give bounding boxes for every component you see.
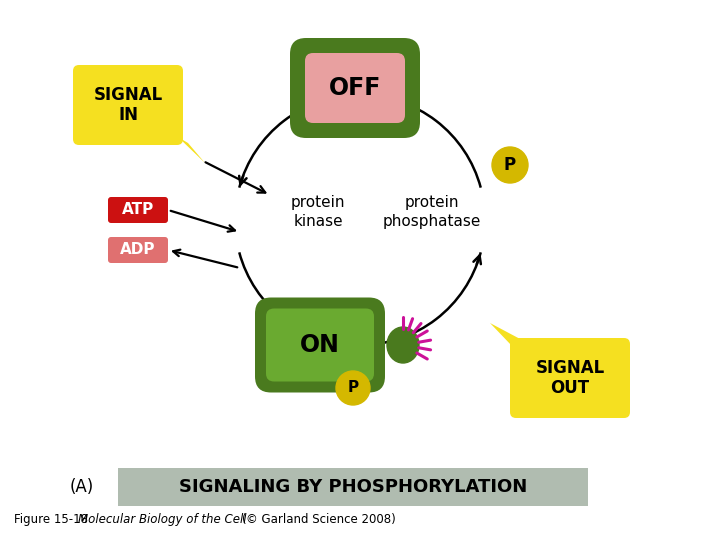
Circle shape — [492, 147, 528, 183]
FancyBboxPatch shape — [305, 53, 405, 123]
Ellipse shape — [387, 327, 419, 363]
FancyBboxPatch shape — [266, 308, 374, 381]
Text: protein
phosphatase: protein phosphatase — [383, 195, 481, 229]
Text: © Garland Science 2008): © Garland Science 2008) — [246, 514, 396, 526]
Text: Molecular Biology of the Cell: Molecular Biology of the Cell — [78, 514, 246, 526]
Bar — [118, 468, 588, 506]
Text: ATP: ATP — [122, 202, 154, 218]
Polygon shape — [178, 137, 205, 163]
Text: OFF: OFF — [329, 76, 381, 100]
FancyBboxPatch shape — [108, 237, 168, 263]
Text: ON: ON — [300, 333, 340, 357]
Text: ADP: ADP — [120, 242, 156, 258]
Text: SIGNAL
IN: SIGNAL IN — [94, 86, 163, 124]
Text: SIGNALING BY PHOSPHORYLATION: SIGNALING BY PHOSPHORYLATION — [179, 478, 527, 496]
Text: Figure 15-18: Figure 15-18 — [14, 514, 96, 526]
FancyBboxPatch shape — [73, 65, 183, 145]
FancyBboxPatch shape — [108, 197, 168, 223]
FancyBboxPatch shape — [290, 38, 420, 138]
Polygon shape — [490, 323, 522, 346]
Circle shape — [336, 371, 370, 405]
Text: P: P — [504, 156, 516, 174]
Text: P: P — [348, 381, 359, 395]
FancyBboxPatch shape — [255, 298, 385, 393]
Text: protein
kinase: protein kinase — [291, 195, 346, 229]
FancyBboxPatch shape — [510, 338, 630, 418]
Text: (: ( — [242, 514, 247, 526]
Text: (A): (A) — [70, 478, 94, 496]
Text: SIGNAL
OUT: SIGNAL OUT — [536, 359, 605, 397]
